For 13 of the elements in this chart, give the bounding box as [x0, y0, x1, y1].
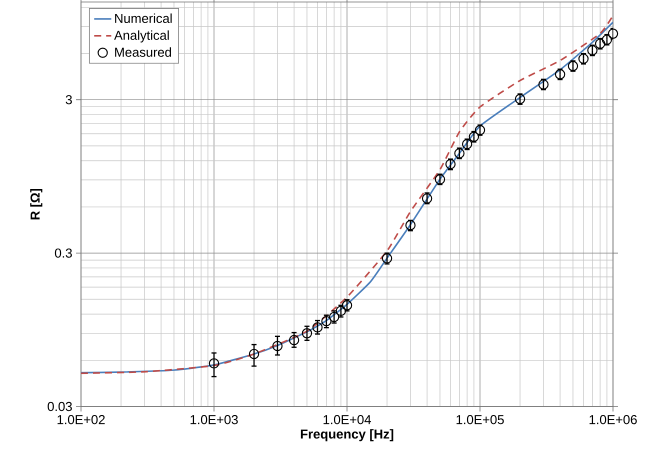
y-tick-label: 3	[66, 95, 72, 104]
x-tick-label: 1.0E+03	[190, 415, 238, 424]
legend-label: Measured	[115, 47, 172, 57]
x-tick-label: 1.0E+05	[456, 415, 504, 424]
legend-label: Analytical	[114, 30, 169, 42]
x-tick-label: 1.0E+02	[58, 415, 105, 424]
legend-label: Numerical	[115, 13, 172, 24]
x-axis-title: Frequency [Hz]	[300, 429, 394, 442]
y-tick-label: 0.03	[48, 402, 72, 412]
x-tick-label: 1.0E+04	[324, 415, 372, 424]
y-axis-title: R [Ω]	[30, 188, 42, 220]
y-tick-label: 0.3	[54, 248, 72, 258]
x-tick-label: 1.0E+06	[590, 415, 637, 424]
